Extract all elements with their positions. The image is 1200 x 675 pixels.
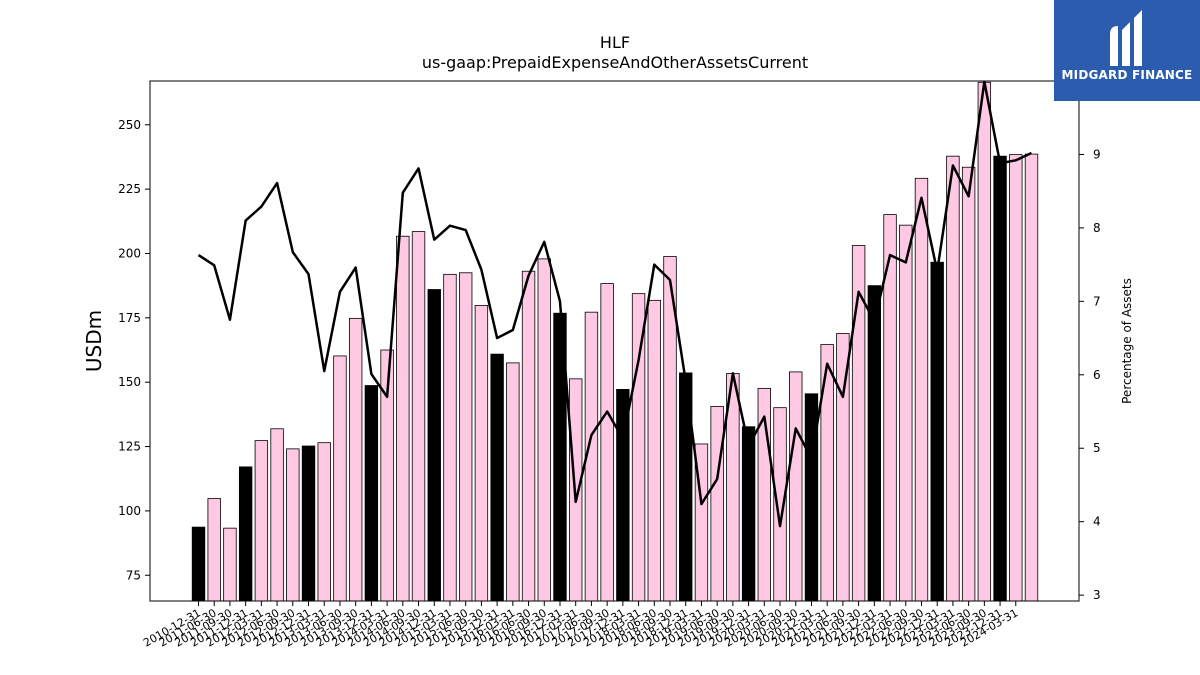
bar-2022-09-30 [930,261,944,602]
y-tick-label: 150 [118,375,141,389]
y2-tick-label: 8 [1093,221,1101,235]
bar-2022-06-30 [914,177,929,602]
bar-2014-03-31 [396,235,410,602]
bar-2014-12-31 [443,273,457,602]
bar-2024-03-31 [1024,153,1039,602]
percentage-of-assets-line [197,80,1033,528]
y2-tick-label: 4 [1093,515,1101,529]
bar-2019-03-31 [710,405,724,602]
y-tick-label: 100 [118,504,141,518]
bar-2014-09-30 [427,289,441,602]
bar-2021-09-30 [867,285,882,602]
bar-2013-09-30 [364,385,379,602]
bar-2012-12-31 [317,442,331,602]
y2-tick-label: 9 [1093,147,1101,161]
x-axis-ticks: 2010-12-312011-06-302011-09-302011-12-31… [141,601,1020,650]
chart-title: HLF [600,33,630,52]
y-tick-label: 250 [118,118,141,132]
bar-2023-06-30 [977,81,992,602]
y-axis-label: USDm [82,310,106,372]
bar-2011-06-30 [223,527,237,602]
bar-2022-03-31 [899,224,913,602]
bar-2012-09-30 [301,445,316,602]
chart-subtitle: us-gaap:PrepaidExpenseAndOtherAssetsCurr… [422,53,808,72]
brand-logo: MIDGARD FINANCE [1054,0,1200,101]
bar-2016-06-30 [537,258,551,602]
bar-2015-03-31 [458,272,473,602]
y2-axis-ticks: 3 4 5 6 7 8 9 [1079,147,1101,602]
bar-2019-09-30 [741,426,756,602]
y2-tick-label: 7 [1093,294,1101,308]
y2-axis-label: Percentage of Assets [1120,278,1134,404]
plot-frame [149,80,1080,602]
y2-tick-label: 5 [1093,441,1101,455]
y-tick-label: 75 [126,568,141,582]
bar-2023-12-31 [1009,154,1023,602]
y2-tick-label: 6 [1093,368,1101,382]
bar-2020-06-30 [789,371,803,602]
bar-2023-09-30 [993,155,1007,602]
brand-name: MIDGARD FINANCE [1061,68,1193,82]
bar-2012-03-31 [270,428,284,602]
bar-2012-06-30 [286,448,300,602]
bar-2013-03-31 [333,355,347,602]
bar-2017-06-30 [600,283,614,602]
bar-2011-09-30 [238,466,253,602]
bar-2014-06-30 [411,231,426,602]
bar-2022-12-31 [946,155,960,602]
bar-2013-06-30 [348,317,363,602]
y2-tick-label: 3 [1093,588,1101,602]
bar-2023-03-31 [961,166,976,602]
y-tick-label: 125 [118,440,141,454]
bar-2011-12-31 [254,440,269,602]
bar-2016-03-31 [521,270,536,602]
bar-2015-09-30 [490,353,504,602]
bar-2011-03-31 [207,498,221,602]
bar-2015-12-31 [506,362,520,602]
bar-2010-12-31 [191,526,206,602]
y-axis-ticks: 75 100 125 150 175 200 225 250 [118,118,150,582]
bar-2018-03-31 [647,299,661,602]
bar-2015-06-30 [474,305,489,602]
y-tick-label: 225 [118,182,141,196]
midgard-logo-icon [1110,10,1142,66]
y-tick-label: 200 [118,246,141,260]
y-tick-label: 175 [118,311,141,325]
